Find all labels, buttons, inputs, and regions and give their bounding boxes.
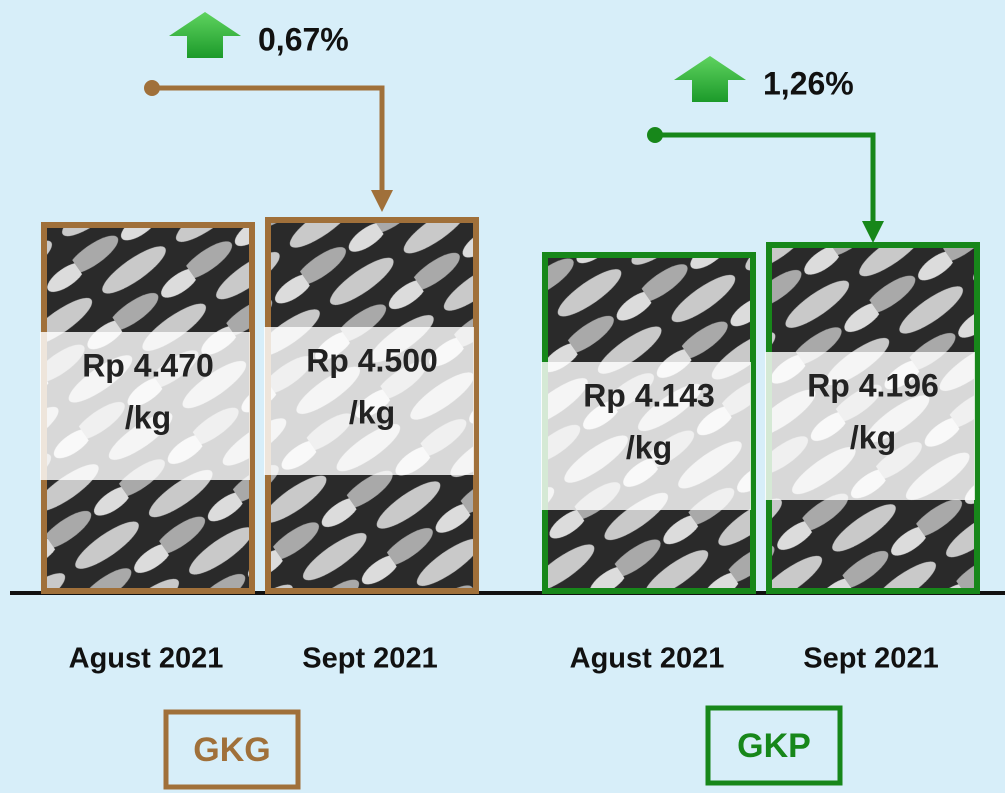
- period: Sept 2021: [302, 643, 437, 675]
- unit: /kg: [125, 399, 171, 435]
- period: Sept 2021: [803, 643, 938, 675]
- group-box: [705, 705, 843, 786]
- group-label: GKG: [193, 731, 270, 769]
- change: 1,26%: [763, 65, 854, 101]
- connector-arrowhead: [862, 221, 884, 243]
- period: Agust 2021: [69, 643, 224, 675]
- connector-dot: [647, 127, 663, 143]
- price: Rp 4.143: [583, 377, 715, 413]
- connector-arrowhead: [371, 190, 393, 212]
- up-arrow: [169, 12, 241, 58]
- price-box: [40, 332, 250, 480]
- unit: /kg: [626, 429, 672, 465]
- connector-dot: [144, 80, 160, 96]
- period: Agust 2021: [570, 643, 725, 675]
- unit: /kg: [349, 394, 395, 430]
- price-box: [264, 327, 474, 475]
- price: Rp 4.500: [306, 342, 438, 378]
- unit: /kg: [850, 419, 896, 455]
- price-box: [541, 362, 751, 510]
- price: Rp 4.470: [82, 347, 214, 383]
- price-box: [765, 352, 975, 500]
- connector: [655, 132, 876, 225]
- up-arrow: [674, 56, 746, 102]
- change: 0,67%: [258, 21, 349, 57]
- price: Rp 4.196: [807, 367, 939, 403]
- connector: [152, 85, 385, 194]
- group-box: [163, 709, 301, 790]
- group-label: GKP: [737, 727, 811, 765]
